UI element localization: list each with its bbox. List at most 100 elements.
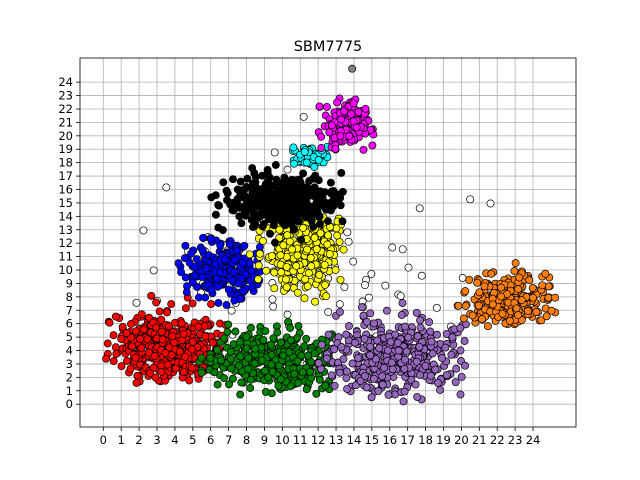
data-point: [214, 298, 223, 307]
data-point: [315, 102, 324, 111]
data-point: [342, 330, 351, 339]
data-point: [293, 357, 302, 366]
data-point: [351, 338, 359, 347]
data-point: [544, 293, 553, 302]
data-point: [486, 199, 495, 208]
data-point: [215, 268, 224, 277]
data-point: [291, 213, 300, 222]
data-point: [241, 211, 250, 220]
data-point: [412, 357, 421, 366]
x-tick-label: 5: [189, 433, 196, 447]
data-point: [139, 325, 148, 334]
data-point: [244, 365, 253, 373]
data-point: [247, 266, 256, 275]
data-point: [541, 269, 550, 278]
data-point: [312, 389, 321, 398]
data-point: [224, 285, 233, 294]
data-point: [236, 390, 245, 399]
data-point: [111, 312, 120, 321]
data-point: [262, 266, 271, 275]
data-point: [417, 271, 426, 280]
data-point: [259, 336, 268, 345]
data-point: [213, 380, 222, 389]
x-tick-label: 20: [454, 433, 469, 447]
cluster-4: [174, 233, 264, 309]
data-point: [177, 319, 186, 328]
data-point: [301, 213, 310, 222]
data-point: [354, 354, 363, 363]
data-point: [275, 192, 284, 201]
data-point: [242, 183, 251, 191]
data-point: [246, 375, 255, 384]
data-point: [413, 392, 422, 401]
x-tick-label: 21: [472, 433, 487, 447]
data-point: [242, 344, 251, 353]
data-point: [332, 191, 341, 200]
data-point: [289, 143, 298, 152]
data-point: [132, 378, 141, 387]
data-point: [183, 282, 191, 291]
data-point: [322, 354, 331, 363]
x-axis-ticks: 0 1 2 3 4 5 6 7 8 9 10 11 12 13 14 15 16 17 18 19 20 21 22 23 24: [100, 427, 540, 447]
data-point: [192, 255, 201, 264]
data-point: [152, 323, 161, 332]
data-point: [220, 374, 228, 383]
cluster-7: [289, 142, 332, 171]
y-tick-label: 7: [66, 303, 73, 317]
data-point: [336, 131, 345, 140]
cluster-5: [245, 199, 348, 306]
data-point: [225, 380, 233, 389]
data-point: [236, 352, 245, 361]
data-point: [474, 301, 483, 310]
data-point: [247, 323, 255, 332]
data-point: [282, 283, 291, 292]
data-point: [415, 342, 424, 351]
data-point: [230, 296, 239, 305]
data-point: [434, 378, 442, 387]
y-tick-label: 1: [66, 384, 73, 398]
data-point: [315, 220, 324, 229]
data-point: [327, 371, 336, 380]
data-point: [342, 367, 351, 376]
data-point: [285, 348, 294, 357]
data-point: [366, 351, 375, 360]
data-point: [122, 328, 131, 337]
data-point: [397, 311, 406, 319]
data-point: [303, 282, 312, 291]
data-point: [323, 217, 332, 226]
data-point: [321, 381, 330, 390]
data-point: [333, 231, 342, 240]
data-point: [267, 251, 276, 260]
data-point: [488, 300, 497, 309]
data-point: [426, 327, 435, 336]
data-point: [324, 330, 333, 339]
data-point: [185, 258, 194, 267]
data-point: [498, 309, 507, 318]
data-point: [311, 297, 319, 306]
data-point: [348, 359, 357, 368]
data-point: [175, 347, 184, 356]
data-point: [211, 259, 220, 268]
data-point: [380, 363, 388, 372]
data-point: [342, 374, 351, 382]
data-point: [428, 349, 437, 358]
data-point: [270, 268, 279, 277]
data-point: [268, 367, 277, 376]
data-point: [321, 281, 329, 289]
y-tick-label: 2: [66, 370, 73, 384]
data-point: [427, 337, 436, 346]
data-point: [473, 278, 482, 287]
data-point: [258, 171, 267, 180]
data-point: [384, 390, 393, 399]
data-point: [168, 332, 177, 341]
data-point: [352, 123, 361, 132]
data-point: [248, 206, 257, 214]
data-point: [349, 117, 358, 126]
data-point: [181, 352, 190, 361]
data-point: [416, 370, 425, 379]
data-point: [208, 338, 217, 347]
data-point: [255, 249, 264, 258]
data-point: [299, 184, 307, 193]
data-point: [179, 367, 188, 376]
cluster-6: [207, 161, 347, 247]
